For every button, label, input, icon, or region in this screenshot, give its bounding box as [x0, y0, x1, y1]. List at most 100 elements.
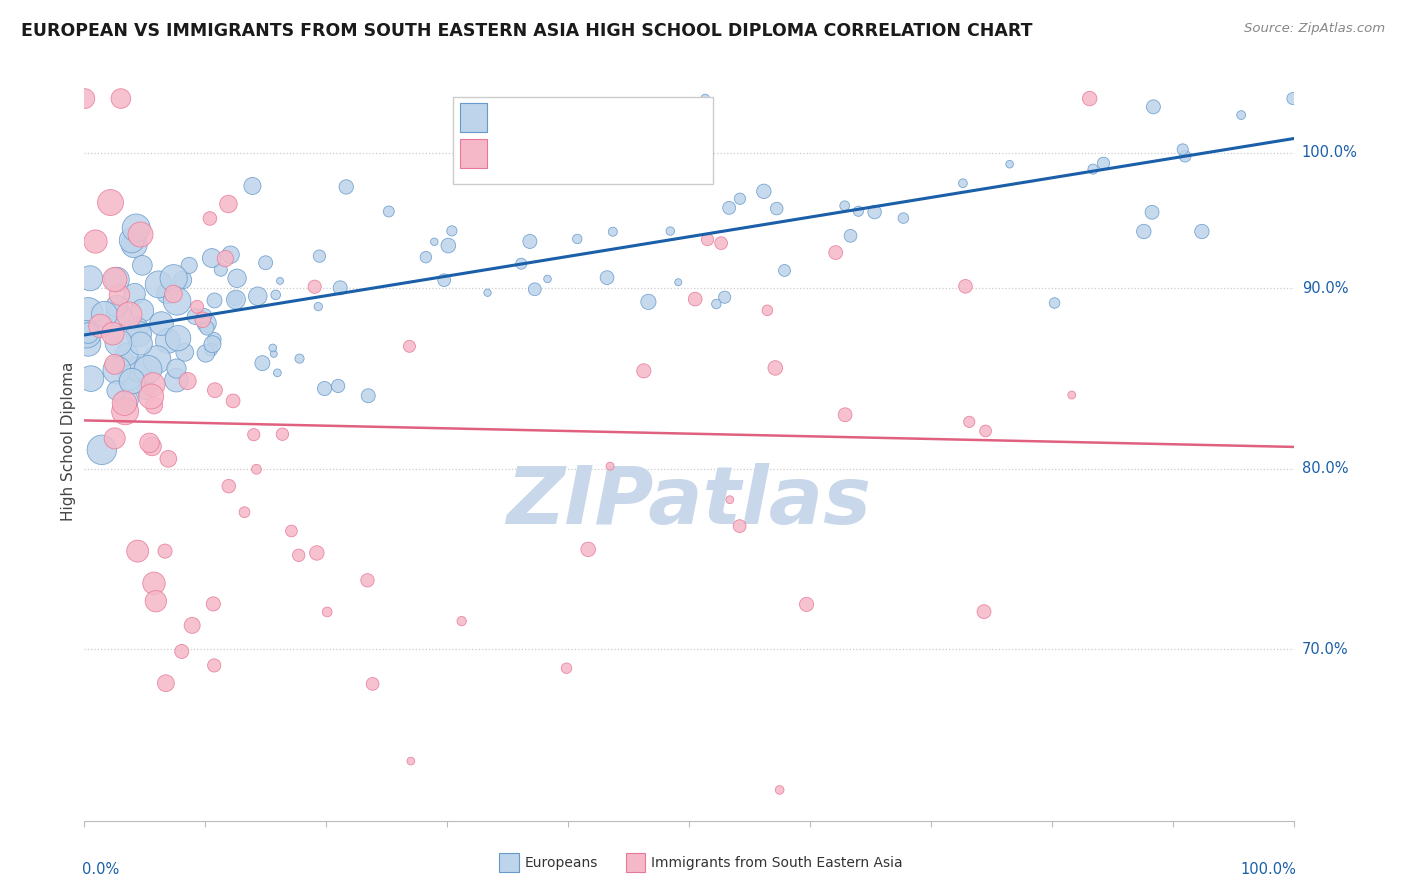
Point — [752, 185, 775, 199]
Point — [118, 308, 141, 322]
Point — [110, 91, 132, 105]
Point — [305, 546, 328, 560]
Point — [129, 336, 152, 351]
Point — [1282, 91, 1305, 105]
Text: N =  74: N = 74 — [602, 144, 673, 163]
Point — [107, 335, 129, 350]
Text: R = 0.007: R = 0.007 — [499, 144, 593, 163]
Point — [1140, 205, 1163, 219]
Point — [974, 424, 997, 438]
Point — [399, 754, 422, 768]
Point — [105, 384, 128, 398]
Point — [225, 293, 247, 307]
Point — [166, 294, 188, 309]
Point — [155, 676, 177, 690]
Point — [252, 356, 274, 370]
Point — [127, 321, 149, 335]
Point — [271, 427, 294, 442]
Text: EUROPEAN VS IMMIGRANTS FROM SOUTH EASTERN ASIA HIGH SCHOOL DIPLOMA CORRELATION C: EUROPEAN VS IMMIGRANTS FROM SOUTH EASTER… — [21, 22, 1032, 40]
Point — [165, 373, 187, 387]
Point — [713, 290, 735, 304]
Point — [689, 169, 711, 184]
Point — [136, 362, 159, 376]
Point — [204, 293, 226, 308]
Point — [218, 479, 240, 493]
Point — [769, 783, 792, 797]
Point — [617, 147, 640, 161]
Point — [186, 300, 208, 314]
Point — [796, 598, 818, 612]
Point — [287, 549, 309, 563]
Point — [763, 360, 786, 375]
Point — [146, 352, 169, 367]
Point — [246, 289, 269, 303]
Point — [893, 211, 915, 226]
Point — [952, 176, 974, 190]
Point — [181, 618, 204, 632]
Point — [214, 252, 236, 266]
Point — [153, 544, 176, 558]
Point — [308, 249, 330, 263]
Point — [269, 274, 291, 288]
Y-axis label: High School Diploma: High School Diploma — [60, 362, 76, 521]
Point — [1081, 162, 1104, 177]
Point — [1142, 100, 1164, 114]
Point — [105, 299, 128, 313]
Point — [519, 235, 541, 249]
Point — [718, 492, 741, 507]
Point — [602, 225, 624, 239]
Point — [156, 334, 179, 348]
Point — [765, 202, 787, 216]
Point — [280, 524, 302, 538]
Point — [141, 389, 163, 403]
Point — [135, 383, 157, 397]
Point — [263, 347, 285, 361]
Point — [398, 339, 420, 353]
Point — [179, 259, 201, 273]
Point — [128, 362, 150, 376]
Point — [704, 297, 727, 311]
Point — [433, 273, 456, 287]
Point — [145, 594, 167, 608]
Point — [226, 271, 249, 285]
Point — [201, 337, 224, 351]
Point — [696, 233, 718, 247]
Point — [184, 310, 207, 324]
Point — [73, 91, 96, 105]
Point — [335, 180, 357, 194]
Point — [156, 286, 179, 301]
Point — [1092, 156, 1115, 170]
Point — [172, 273, 194, 287]
Point — [596, 270, 619, 285]
Point — [170, 644, 193, 658]
Point — [673, 104, 696, 119]
Point — [141, 439, 163, 453]
Point — [124, 287, 146, 301]
Point — [1171, 142, 1194, 156]
Point — [195, 316, 218, 330]
Text: ZIPatlas: ZIPatlas — [506, 463, 872, 541]
Point — [599, 459, 621, 474]
Point — [728, 519, 751, 533]
Point — [115, 393, 138, 408]
Point — [1060, 388, 1083, 402]
Point — [973, 605, 995, 619]
Point — [163, 271, 186, 285]
Point — [477, 285, 499, 300]
Point — [266, 366, 288, 380]
Point — [77, 326, 100, 340]
Point — [104, 431, 127, 445]
Point — [304, 279, 326, 293]
Point — [127, 544, 149, 558]
Point — [125, 221, 148, 235]
Point — [357, 389, 380, 403]
Text: R = 0.308: R = 0.308 — [499, 108, 593, 128]
Point — [536, 272, 558, 286]
Point — [202, 597, 225, 611]
Point — [233, 505, 256, 519]
Text: 100.0%: 100.0% — [1240, 863, 1296, 878]
Point — [264, 288, 287, 302]
Point — [167, 331, 190, 345]
Point — [710, 236, 733, 251]
Point — [219, 248, 242, 262]
